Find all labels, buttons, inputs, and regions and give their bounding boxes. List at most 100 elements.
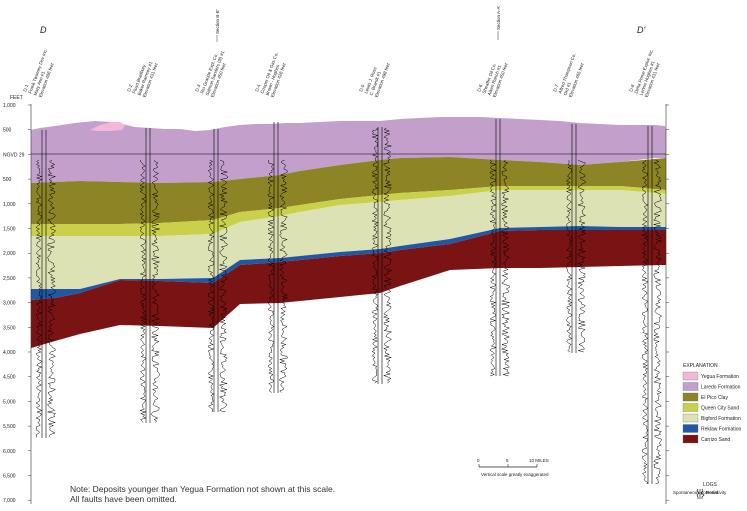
legend-item-label: El Pico Clay	[701, 395, 728, 401]
depth-tick-label: 4,500	[3, 375, 16, 381]
well-d-3	[207, 129, 228, 413]
resistivity-log-trace	[382, 127, 393, 384]
legend-item: Bigford Formation	[682, 413, 741, 423]
resistivity-log-trace	[218, 159, 228, 413]
depth-tick-label: 5,000	[3, 399, 16, 405]
resistivity-log-symbol	[700, 488, 705, 499]
scale-tick-0: 0	[477, 458, 480, 463]
well-d-8	[641, 126, 663, 485]
legend-item: Yegua Formation	[682, 371, 739, 381]
legend-swatch	[682, 371, 699, 381]
depth-tick-label: 500	[3, 177, 12, 183]
sp-log-trace	[371, 127, 379, 384]
legend-item: Laredo Formation	[682, 382, 741, 391]
sp-log-trace	[489, 159, 497, 377]
well-d-6	[489, 119, 511, 377]
layer-bigford-formation	[31, 190, 666, 289]
depth-tick-label: 2,500	[3, 276, 16, 282]
section-label-b: Section B-B'	[215, 9, 220, 34]
legend-swatch	[682, 382, 699, 391]
legend-item-label: Queen City Sand	[701, 406, 739, 412]
layer-yegua-formation	[90, 122, 125, 131]
layer-queen-city-sand	[31, 186, 666, 236]
depth-tick-label: 6,500	[3, 474, 16, 480]
depth-tick-label: 2,000	[3, 251, 16, 257]
well-header-line: D-4	[254, 83, 261, 92]
well-header-line: D-7	[552, 83, 559, 92]
legend-item-label: Reklaw Formation	[701, 427, 742, 433]
legend-swatch	[682, 392, 699, 402]
scale-caption: Vertical scale greatly exaggerated	[481, 472, 549, 477]
well-header-line: D-5	[358, 83, 365, 92]
depth-tick-label: NGVD 29	[3, 152, 25, 158]
scale-bar: 0 5 10 MILES Vertical scale greatly exag…	[477, 458, 549, 477]
logs-title: LOGS	[703, 482, 718, 488]
sp-log-trace	[641, 159, 649, 485]
sp-log-symbol	[696, 488, 700, 499]
scale-tick-10: 10 MILES	[529, 458, 549, 463]
note-line-1: Note: Deposits younger than Yegua Format…	[70, 484, 335, 494]
legend-item: Reklaw Formation	[682, 424, 742, 433]
legend-title: EXPLANATION	[683, 363, 718, 369]
legend-item-label: Laredo Formation	[701, 385, 741, 391]
depth-tick-label: 3,000	[3, 301, 16, 307]
sp-log-trace	[207, 159, 215, 413]
resistivity-log-trace	[278, 159, 289, 393]
resistivity-log-trace	[500, 159, 511, 377]
figure-note: Note: Deposits younger than Yegua Format…	[70, 484, 335, 504]
layer-reklaw-formation	[31, 226, 666, 300]
well-header-line: D-6	[476, 83, 483, 92]
section-end-left: D	[40, 25, 47, 35]
section-label-a: Section A-A'	[496, 5, 501, 30]
sp-log-trace	[565, 160, 573, 353]
log-right-label: Resistivity	[706, 490, 727, 495]
legend-swatch	[682, 413, 699, 423]
resistivity-log-trace	[150, 159, 161, 423]
well-d-5	[371, 127, 393, 384]
depth-tick-label: 3,500	[3, 325, 16, 331]
well-d-1	[35, 130, 57, 438]
geologic-layers	[31, 117, 666, 348]
depth-tick-label: 1,500	[3, 227, 16, 233]
well-header-line: D-3	[194, 83, 201, 92]
layer-carrizo-sand	[31, 230, 666, 348]
well-header-line: D-1	[22, 83, 29, 92]
layer-el-pico-clay	[31, 157, 666, 224]
well-d-7	[565, 124, 587, 353]
scale-tick-5: 5	[506, 458, 509, 463]
resistivity-log-trace	[577, 159, 587, 353]
legend-item: Carrizo Sand	[682, 434, 730, 444]
depth-axis: FEET 1,000 500 NGVD 29 500 1,000 1,500 2,000 2,…	[3, 95, 669, 504]
legend-item: El Pico Clay	[682, 392, 728, 402]
well-d-2	[139, 128, 161, 423]
legend-swatch	[682, 424, 699, 433]
depth-tick-label: 4,000	[3, 350, 16, 356]
sp-log-trace	[267, 159, 275, 393]
well-header-line: D-8	[628, 83, 635, 92]
depth-tick-label: 1,000	[3, 202, 16, 208]
resistivity-log-trace	[46, 159, 57, 438]
note-line-2: All faults have been omitted.	[70, 494, 177, 504]
legend: EXPLANATION Yegua Formation Laredo Format…	[673, 363, 742, 499]
legend-item-label: Yegua Formation	[701, 374, 739, 380]
depth-unit-label: FEET	[10, 95, 23, 101]
well-header-line: Ord #1	[563, 81, 573, 96]
well-header-line: D-2	[126, 83, 133, 92]
depth-tick-label: 6,000	[3, 449, 16, 455]
depth-tick-label: 1,000	[3, 103, 16, 109]
well-d-4	[267, 122, 289, 393]
legend-item-label: Carrizo Sand	[701, 437, 730, 443]
sp-log-trace	[139, 159, 147, 423]
depth-tick-label: 500	[3, 128, 12, 134]
legend-swatch	[682, 434, 699, 444]
